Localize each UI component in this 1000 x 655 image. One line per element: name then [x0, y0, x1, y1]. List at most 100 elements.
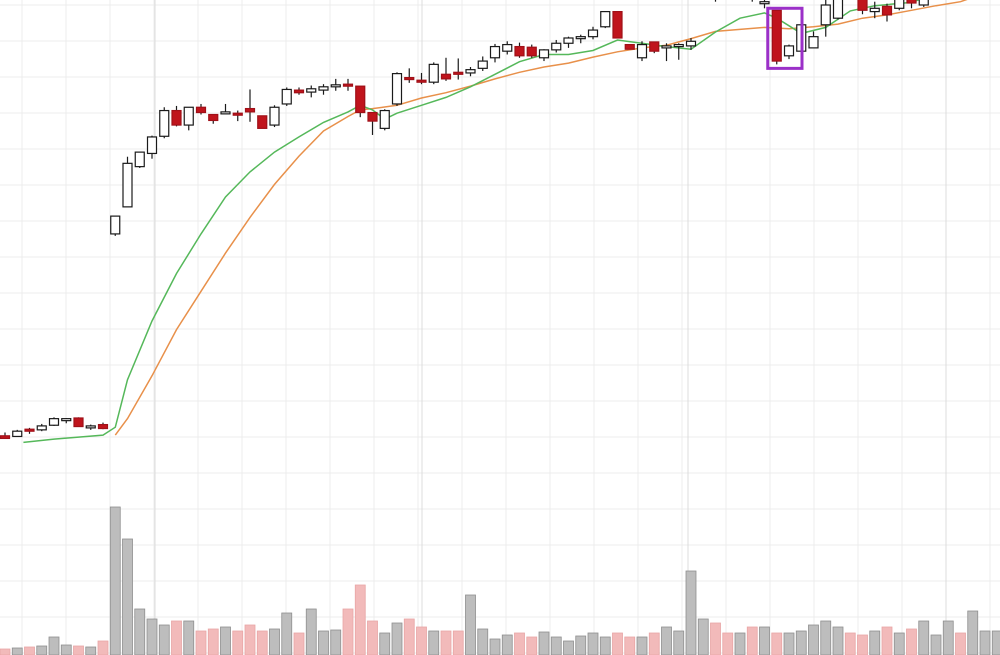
- candle-body: [612, 10, 623, 39]
- candle-body: [832, 0, 844, 19]
- volume-bar: [685, 570, 697, 655]
- candle: [906, 0, 917, 9]
- candle-body: [661, 45, 672, 49]
- volume-bar: [991, 630, 1000, 655]
- candle: [416, 72, 427, 85]
- candle-body: [869, 7, 880, 13]
- candle: [612, 10, 623, 39]
- candle-body: [97, 423, 109, 430]
- candle-body: [391, 73, 403, 105]
- candle: [85, 424, 96, 430]
- candle: [330, 78, 341, 91]
- candle: [232, 110, 243, 122]
- candle-body: [171, 109, 182, 126]
- candle-body: [85, 425, 96, 429]
- volume-bar: [844, 632, 856, 655]
- volume-bar: [146, 618, 158, 655]
- volume-bar: [599, 636, 611, 655]
- candle-body: [453, 71, 464, 75]
- candle-body: [195, 106, 207, 114]
- volume-bar: [158, 624, 170, 655]
- candles: [0, 0, 929, 440]
- candle-body: [465, 69, 476, 74]
- volume-bar: [808, 624, 819, 655]
- candle-body: [489, 45, 501, 59]
- candle-body: [355, 85, 366, 114]
- candle-body: [73, 417, 84, 428]
- candle: [514, 42, 525, 58]
- candle: [808, 31, 819, 49]
- candle: [440, 57, 452, 81]
- candle-body: [342, 83, 354, 87]
- candle: [404, 68, 415, 83]
- candle-body: [367, 111, 378, 122]
- candle-body: [306, 88, 317, 93]
- volume-bar: [354, 584, 366, 655]
- candle-body: [759, 1, 770, 5]
- candle-body: [771, 9, 782, 62]
- candle: [563, 36, 574, 48]
- candle-body: [293, 89, 305, 94]
- candle-body: [48, 418, 60, 426]
- volume-bar: [563, 640, 574, 655]
- candle-body: [685, 40, 697, 47]
- candle: [220, 103, 231, 115]
- candle: [502, 41, 513, 55]
- candle-body: [330, 84, 341, 88]
- candle: [110, 215, 121, 236]
- volume-bar: [624, 636, 636, 655]
- volume-bar: [220, 626, 231, 655]
- volume-bar: [293, 632, 305, 655]
- candle-body: [257, 115, 268, 129]
- volume-bar: [440, 630, 452, 655]
- candle: [391, 72, 403, 106]
- candle: [195, 103, 207, 115]
- candle: [159, 107, 170, 139]
- candle-body: [12, 430, 23, 438]
- volume-bar: [391, 622, 403, 655]
- volume-bar: [367, 620, 378, 655]
- volume-bar: [697, 618, 709, 655]
- volume-bar: [318, 630, 329, 655]
- candle: [526, 44, 537, 58]
- volume-bar: [832, 626, 844, 655]
- volume-bar: [673, 630, 685, 655]
- candle: [489, 43, 501, 63]
- candle: [146, 135, 158, 159]
- candle: [48, 417, 60, 426]
- candle: [685, 37, 697, 50]
- candle-body: [624, 43, 635, 50]
- volume-bar: [587, 632, 599, 655]
- volume-bar: [416, 626, 427, 655]
- candle-body: [208, 113, 219, 122]
- volume-bar: [979, 630, 991, 655]
- candle-body: [906, 0, 917, 4]
- candle: [600, 10, 611, 29]
- volume-bar: [244, 624, 256, 655]
- volume-bar: [403, 618, 415, 655]
- volume-bar: [636, 636, 648, 655]
- candle-body: [428, 63, 439, 83]
- volume-bar: [465, 594, 476, 655]
- candle-body: [526, 46, 537, 57]
- candle-body: [281, 88, 292, 105]
- candle: [281, 87, 292, 106]
- volume-bar: [122, 538, 133, 655]
- volume-bar: [857, 634, 868, 655]
- volume-bar: [526, 636, 538, 655]
- volume-bar: [256, 630, 268, 655]
- volume-bar: [734, 632, 746, 655]
- volume-bar: [514, 632, 525, 655]
- volume-bar: [538, 631, 550, 655]
- volume-bar: [207, 628, 219, 655]
- candle: [0, 432, 11, 440]
- volume-bar: [869, 630, 881, 655]
- candle: [428, 62, 439, 85]
- candle-body: [673, 43, 684, 48]
- volume-bar: [477, 628, 489, 655]
- volume-bar: [906, 628, 917, 655]
- volume-bar: [942, 620, 954, 655]
